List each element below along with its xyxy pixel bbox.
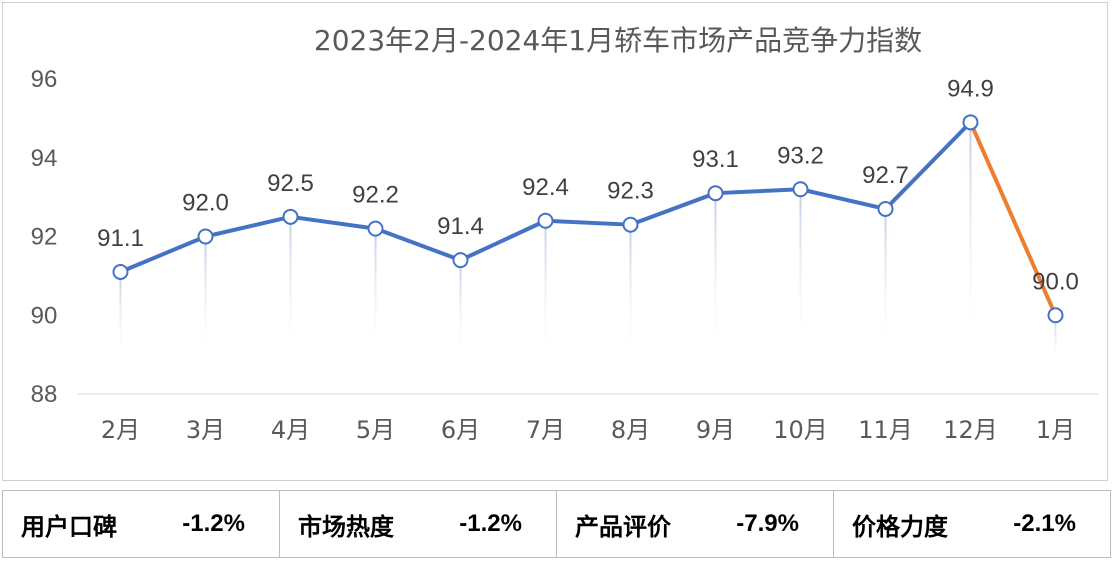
y-tick-label: 88 bbox=[31, 381, 58, 408]
series-line-segment bbox=[288, 214, 378, 231]
series-line-segment bbox=[628, 191, 718, 227]
metric-label: 市场热度 bbox=[298, 512, 394, 541]
highlight-line-segment bbox=[968, 120, 1058, 318]
x-tick-label: 4月 bbox=[271, 416, 310, 444]
data-point bbox=[962, 114, 979, 131]
drop-line bbox=[969, 122, 972, 366]
data-label: 91.1 bbox=[97, 225, 144, 252]
data-label: 94.9 bbox=[947, 75, 994, 102]
chart-title: 2023年2月-2024年1月轿车市场产品竞争力指数 bbox=[314, 24, 922, 57]
series-line-segment bbox=[458, 218, 548, 263]
y-tick-label: 90 bbox=[31, 302, 58, 329]
x-tick-label: 8月 bbox=[611, 416, 650, 444]
series-line-segment bbox=[373, 226, 463, 263]
data-label: 90.0 bbox=[1032, 268, 1079, 295]
metric-cell-price-strength: 价格力度 -2.1% bbox=[833, 490, 1111, 558]
series-line-segment bbox=[883, 120, 973, 211]
drop-line bbox=[799, 189, 802, 366]
data-point bbox=[1047, 307, 1064, 324]
y-tick-label: 92 bbox=[31, 224, 58, 251]
series-line-segment bbox=[203, 214, 293, 239]
x-tick-label: 3月 bbox=[186, 416, 225, 444]
drop-line bbox=[459, 260, 462, 366]
data-label: 91.4 bbox=[437, 213, 484, 240]
line-chart: 2023年2月-2024年1月轿车市场产品竞争力指数 88 90 92 94 96 91… bbox=[31, 24, 1098, 444]
metric-value: -1.2% bbox=[182, 510, 245, 537]
chart-frame bbox=[2, 2, 1108, 481]
x-tick-label: 2月 bbox=[101, 416, 140, 444]
data-point bbox=[877, 200, 894, 217]
series-line-segment bbox=[543, 218, 633, 227]
data-point bbox=[707, 185, 724, 202]
metric-value: -1.2% bbox=[459, 510, 522, 537]
data-point bbox=[282, 208, 299, 225]
data-label: 92.2 bbox=[352, 182, 399, 209]
metric-cell-user-reputation: 用户口碑 -1.2% bbox=[2, 490, 280, 558]
y-tick-label: 94 bbox=[31, 145, 58, 172]
drop-line bbox=[629, 224, 632, 366]
x-tick-label: 7月 bbox=[526, 416, 565, 444]
data-point bbox=[792, 181, 809, 198]
data-point bbox=[622, 216, 639, 233]
drop-line bbox=[204, 236, 207, 366]
series-line-segment bbox=[118, 234, 208, 274]
x-tick-label: 12月 bbox=[943, 416, 998, 444]
data-point bbox=[452, 252, 469, 269]
series-line-segment bbox=[798, 187, 888, 211]
x-tick-label: 9月 bbox=[696, 416, 735, 444]
metric-label: 价格力度 bbox=[852, 512, 948, 541]
x-tick-label: 5月 bbox=[356, 416, 395, 444]
y-tick-label: 96 bbox=[31, 66, 58, 93]
x-tick-label: 11月 bbox=[858, 416, 913, 444]
metric-label: 产品评价 bbox=[575, 512, 671, 541]
x-tick-label: 1月 bbox=[1036, 416, 1075, 444]
data-label: 92.3 bbox=[607, 178, 654, 205]
drop-line bbox=[289, 216, 292, 366]
data-label: 92.5 bbox=[267, 170, 314, 197]
drop-line bbox=[884, 208, 887, 366]
data-label: 92.4 bbox=[522, 174, 569, 201]
data-point bbox=[537, 212, 554, 229]
data-point bbox=[367, 220, 384, 237]
x-tick-label: 6月 bbox=[441, 416, 480, 444]
metric-cell-product-review: 产品评价 -7.9% bbox=[556, 490, 834, 558]
metric-label: 用户口碑 bbox=[21, 512, 117, 541]
metric-value: -2.1% bbox=[1013, 510, 1076, 537]
x-tick-label: 10月 bbox=[773, 416, 828, 444]
metric-cell-market-heat: 市场热度 -1.2% bbox=[279, 490, 557, 558]
drop-line bbox=[1054, 315, 1057, 366]
data-label: 92.7 bbox=[862, 162, 909, 189]
data-point bbox=[112, 263, 129, 280]
data-label: 92.0 bbox=[182, 190, 229, 217]
data-label: 93.1 bbox=[692, 146, 739, 173]
drop-line bbox=[544, 220, 547, 366]
drop-line bbox=[119, 271, 122, 366]
data-point bbox=[197, 228, 214, 245]
metric-value: -7.9% bbox=[736, 510, 799, 537]
metrics-table: 用户口碑 -1.2% 市场热度 -1.2% 产品评价 -7.9% 价格力度 -2… bbox=[2, 490, 1111, 558]
drop-line bbox=[714, 193, 717, 366]
data-label: 93.2 bbox=[777, 142, 824, 169]
drop-line bbox=[374, 228, 377, 366]
series-line-segment bbox=[713, 187, 803, 196]
